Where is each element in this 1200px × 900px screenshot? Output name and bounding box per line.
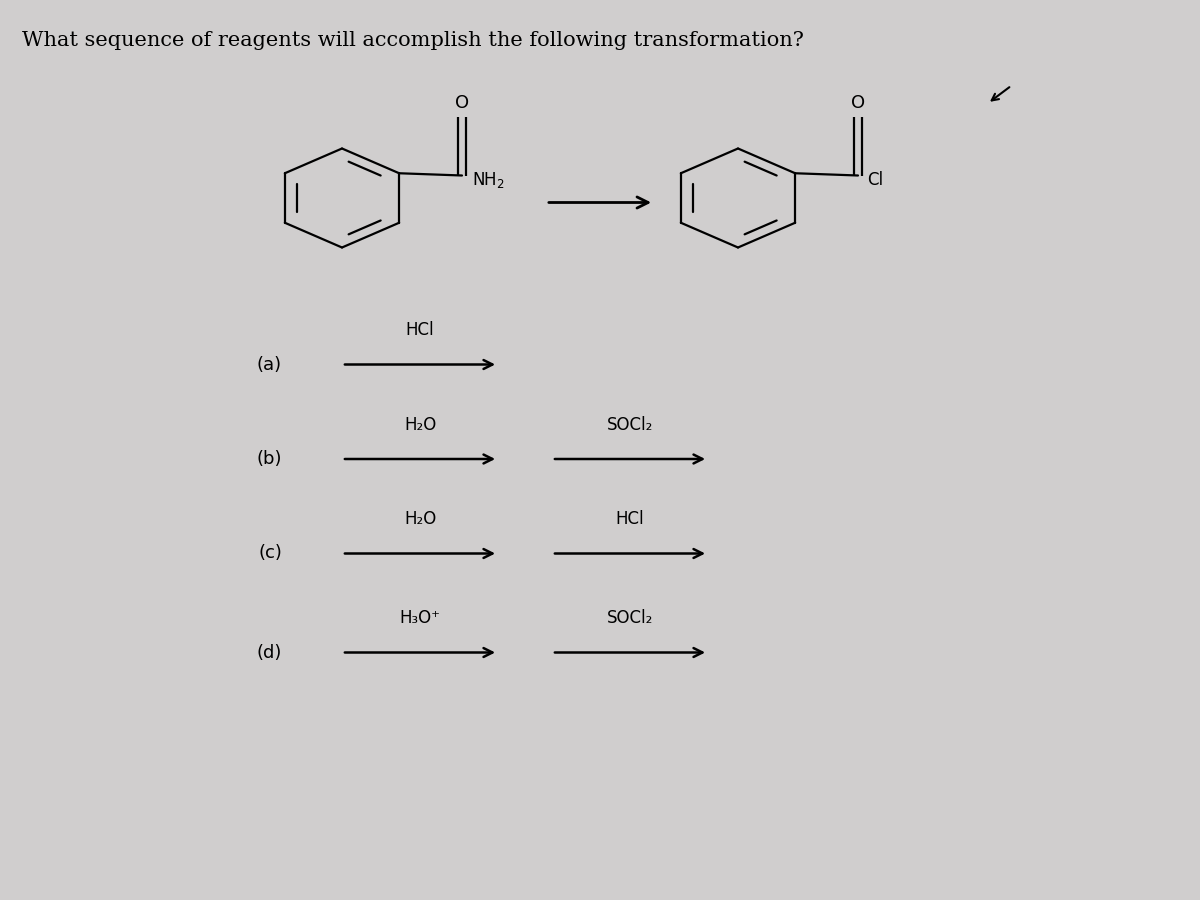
- Text: NH$_2$: NH$_2$: [472, 170, 504, 190]
- Text: Cl: Cl: [868, 171, 883, 189]
- Text: H₃O⁺: H₃O⁺: [400, 609, 440, 627]
- Text: (c): (c): [258, 544, 282, 562]
- Text: HCl: HCl: [616, 510, 644, 528]
- Text: (b): (b): [257, 450, 282, 468]
- Text: SOCl₂: SOCl₂: [607, 609, 653, 627]
- Text: HCl: HCl: [406, 321, 434, 339]
- Text: O: O: [851, 94, 865, 112]
- Text: H₂O: H₂O: [404, 510, 436, 528]
- Text: SOCl₂: SOCl₂: [607, 416, 653, 434]
- Text: O: O: [455, 94, 469, 112]
- Text: (d): (d): [257, 644, 282, 662]
- Text: What sequence of reagents will accomplish the following transformation?: What sequence of reagents will accomplis…: [22, 32, 804, 50]
- Text: (a): (a): [257, 356, 282, 373]
- Text: H₂O: H₂O: [404, 416, 436, 434]
